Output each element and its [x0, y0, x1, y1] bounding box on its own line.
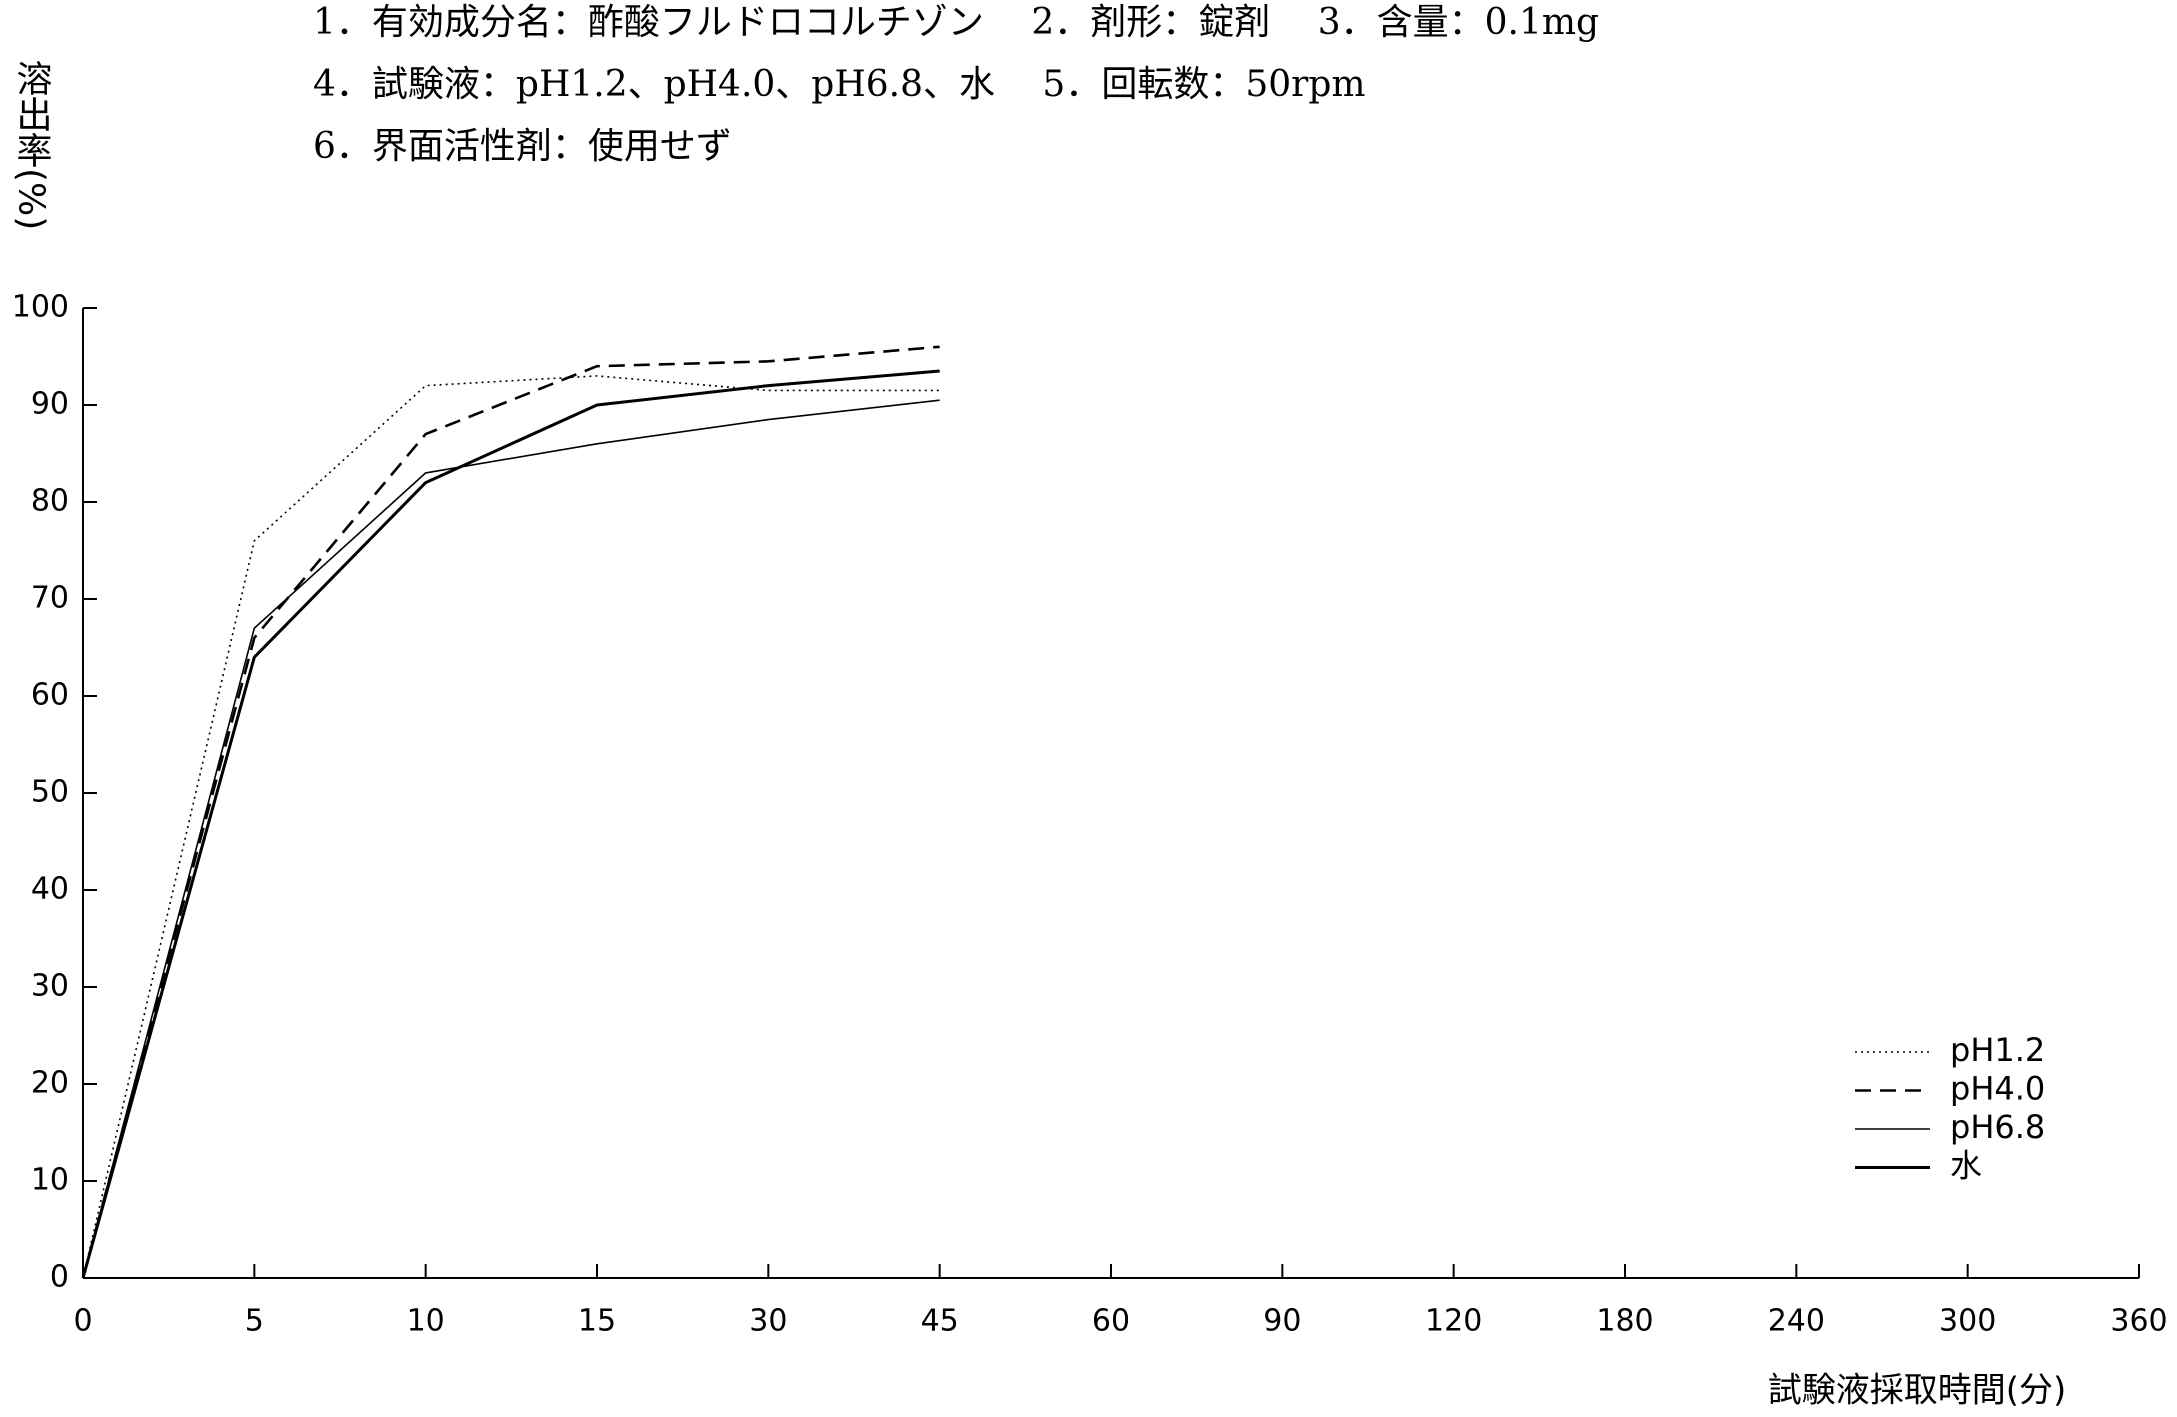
- x-tick-label: 360: [2110, 1304, 2167, 1339]
- x-tick-label: 30: [749, 1304, 787, 1339]
- y-tick-label: 70: [31, 581, 69, 616]
- series-line: [81, 345, 940, 1279]
- x-tick-label: 120: [1425, 1304, 1482, 1339]
- legend-label: pH4.0: [1950, 1070, 2045, 1108]
- x-tick-label: 10: [407, 1304, 445, 1339]
- annotation: 6．界面活性剤：使用せず: [313, 126, 732, 167]
- y-tick-label: 90: [31, 387, 69, 422]
- x-tick-label: 60: [1092, 1304, 1130, 1339]
- y-tick-label: 80: [31, 484, 69, 519]
- x-tick-label: 240: [1768, 1304, 1825, 1339]
- legend-label: pH6.8: [1950, 1108, 2045, 1146]
- series-line: [81, 369, 940, 1279]
- y-tick-label: 100: [12, 290, 69, 325]
- legend-label: 水: [1950, 1147, 1982, 1185]
- x-tick-label: 300: [1939, 1304, 1996, 1339]
- annotation: 4．試験液：pH1.2、pH4.0、pH6.8、水 5．回転数：50rpm: [313, 64, 1366, 105]
- y-tick-label: 50: [31, 775, 69, 810]
- x-tick-label: 45: [921, 1304, 959, 1339]
- y-tick-label: 0: [50, 1260, 69, 1295]
- x-tick-label: 180: [1596, 1304, 1653, 1339]
- y-tick-label: 40: [31, 872, 69, 907]
- y-tick-label: 60: [31, 678, 69, 713]
- x-tick-label: 15: [578, 1304, 616, 1339]
- y-tick-label: 10: [31, 1163, 69, 1198]
- y-axis-label: 溶出率(%): [11, 60, 52, 231]
- x-tick-label: 90: [1263, 1304, 1301, 1339]
- series-line: [82, 375, 940, 1279]
- y-tick-label: 30: [31, 969, 69, 1004]
- series-line: [82, 399, 940, 1279]
- annotation: 1．有効成分名：酢酸フルドロコルチゾン 2．剤形：錠剤 3．含量：0.1mg: [313, 2, 1599, 43]
- legend-label: pH1.2: [1950, 1031, 2045, 1069]
- x-tick-label: 5: [245, 1304, 264, 1339]
- x-tick-label: 0: [73, 1304, 92, 1339]
- x-axis-label: 試験液採取時間(分): [1768, 1371, 2067, 1411]
- y-tick-label: 20: [31, 1066, 69, 1101]
